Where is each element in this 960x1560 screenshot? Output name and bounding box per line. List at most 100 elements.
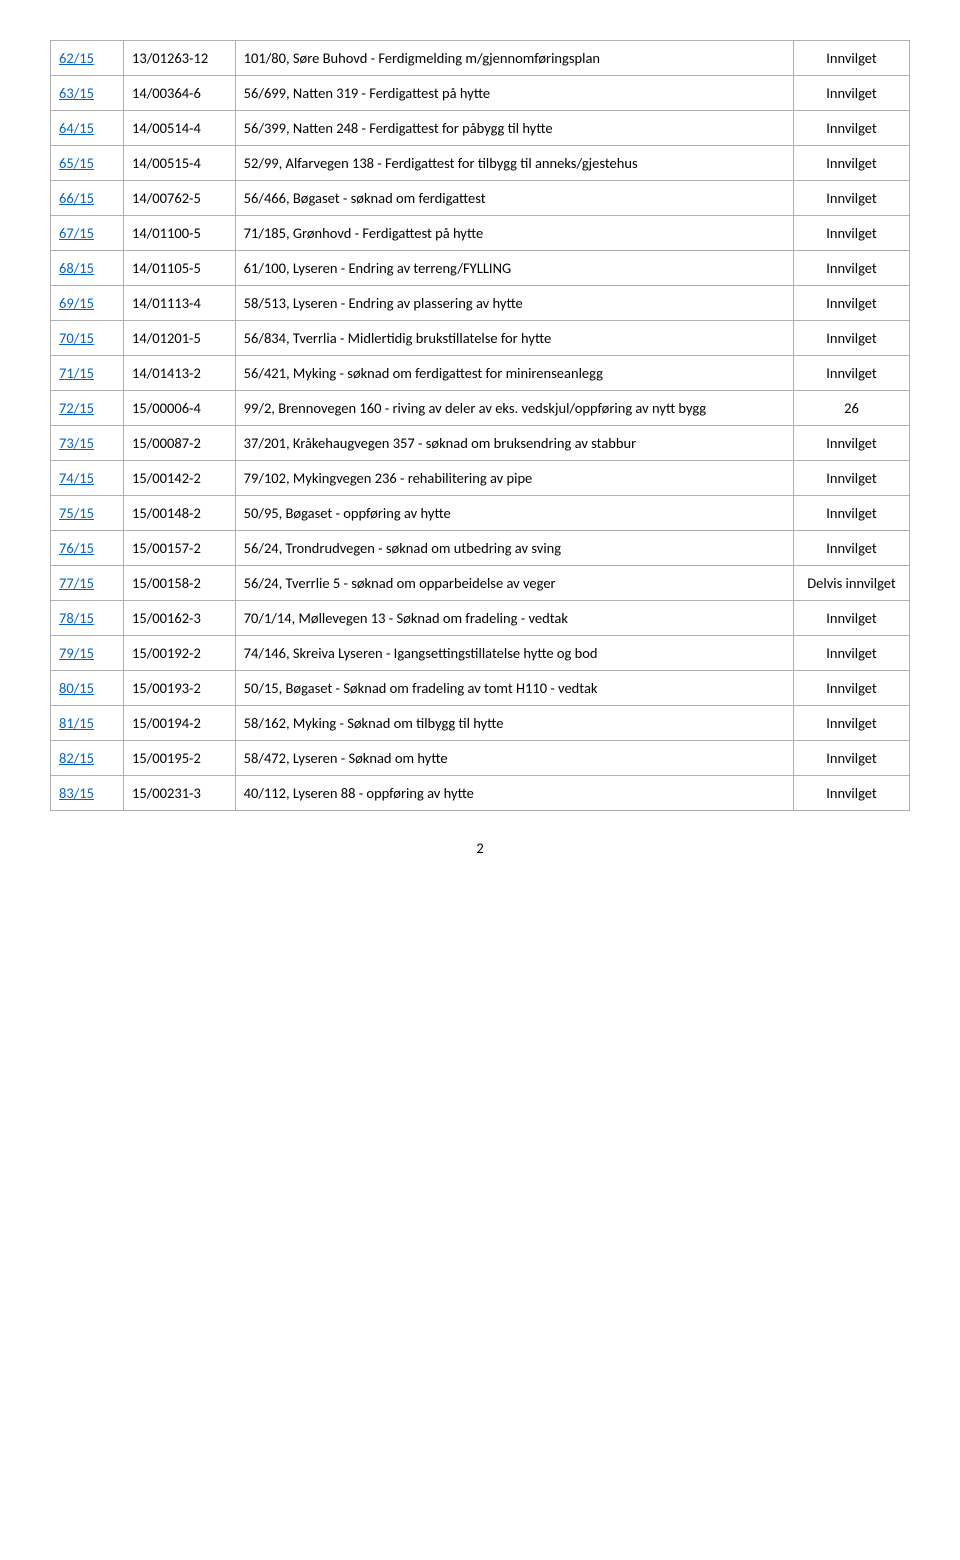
case-id-link[interactable]: 71/15	[59, 364, 94, 382]
case-id-link[interactable]: 62/15	[59, 49, 94, 67]
case-description: 56/834, Tverrlia - Midlertidig brukstill…	[235, 321, 793, 356]
case-id-link[interactable]: 77/15	[59, 574, 94, 592]
case-id-link[interactable]: 79/15	[59, 644, 94, 662]
table-row: 77/15 15/00158-256/24, Tverrlie 5 - søkna…	[51, 566, 910, 601]
table-row: 83/1515/00231-340/112, Lyseren 88 - oppf…	[51, 776, 910, 811]
case-description: 52/99, Alfarvegen 138 - Ferdigattest for…	[235, 146, 793, 181]
case-description: 70/1/14, Møllevegen 13 - Søknad om frade…	[235, 601, 793, 636]
table-row: 67/15 14/01100-571/185, Grønhovd - Ferdig…	[51, 216, 910, 251]
case-id-link[interactable]: 74/15	[59, 469, 94, 487]
case-outcome: Innvilget	[794, 671, 910, 706]
case-ref: 15/00158-2	[124, 566, 236, 601]
case-description: 56/699, Natten 319 - Ferdigattest på hyt…	[235, 76, 793, 111]
table-row: 82/1515/00195-258/472, Lyseren - Søknad …	[51, 741, 910, 776]
table-row: 63/1514/00364-656/699, Natten 319 - Ferd…	[51, 76, 910, 111]
case-id-link[interactable]: 67/15	[59, 224, 94, 242]
case-ref: 15/00193-2	[124, 671, 236, 706]
case-id-link[interactable]: 63/15	[59, 84, 94, 102]
table-row: 72/1515/00006-499/2, Brennovegen 160 - r…	[51, 391, 910, 426]
case-ref: 15/00148-2	[124, 496, 236, 531]
case-description: 71/185, Grønhovd - Ferdigattest på hytte	[235, 216, 793, 251]
case-outcome: Innvilget	[794, 776, 910, 811]
case-id-link[interactable]: 69/15	[59, 294, 94, 312]
case-outcome: Innvilget	[794, 286, 910, 321]
case-outcome: Innvilget	[794, 321, 910, 356]
case-description: 56/399, Natten 248 - Ferdigattest for på…	[235, 111, 793, 146]
table-row: 62/1513/01263-12101/80, Søre Buhovd - Fe…	[51, 41, 910, 76]
case-outcome: Innvilget	[794, 76, 910, 111]
case-outcome: Innvilget	[794, 111, 910, 146]
case-ref: 15/00157-2	[124, 531, 236, 566]
case-ref: 14/01100-5	[124, 216, 236, 251]
case-description: 58/513, Lyseren - Endring av plassering …	[235, 286, 793, 321]
case-description: 50/15, Bøgaset - Søknad om fradeling av …	[235, 671, 793, 706]
case-outcome: Innvilget	[794, 146, 910, 181]
case-id-link[interactable]: 70/15	[59, 329, 94, 347]
table-row: 73/15 15/00087-237/201, Kråkehaugvegen 35…	[51, 426, 910, 461]
table-row: 71/15 14/01413-256/421, Myking - søknad o…	[51, 356, 910, 391]
table-row: 80/15 15/00193-250/15, Bøgaset - Søknad o…	[51, 671, 910, 706]
case-outcome: Innvilget	[794, 216, 910, 251]
case-outcome: Innvilget	[794, 496, 910, 531]
case-description: 56/466, Bøgaset - søknad om ferdigattest	[235, 181, 793, 216]
table-row: 70/15 14/01201-556/834, Tverrlia - Midler…	[51, 321, 910, 356]
case-ref: 14/01105-5	[124, 251, 236, 286]
case-description: 58/472, Lyseren - Søknad om hytte	[235, 741, 793, 776]
case-ref: 15/00142-2	[124, 461, 236, 496]
case-id-link[interactable]: 66/15	[59, 189, 94, 207]
case-id-link[interactable]: 76/15	[59, 539, 94, 557]
case-id-link[interactable]: 68/15	[59, 259, 94, 277]
case-outcome: Delvis innvilget	[794, 566, 910, 601]
case-description: 37/201, Kråkehaugvegen 357 - søknad om b…	[235, 426, 793, 461]
case-ref: 14/01413-2	[124, 356, 236, 391]
case-outcome: Innvilget	[794, 356, 910, 391]
case-outcome: Innvilget	[794, 741, 910, 776]
case-id-link[interactable]: 72/15	[59, 399, 94, 417]
table-row: 64/15 14/00514-456/399, Natten 248 - Ferd…	[51, 111, 910, 146]
table-row: 81/15 15/00194-258/162, Myking - Søknad o…	[51, 706, 910, 741]
case-description: 101/80, Søre Buhovd - Ferdigmelding m/gj…	[235, 41, 793, 76]
case-ref: 14/01113-4	[124, 286, 236, 321]
case-ref: 15/00162-3	[124, 601, 236, 636]
table-row: 65/1514/00515-452/99, Alfarvegen 138 - F…	[51, 146, 910, 181]
case-description: 79/102, Mykingvegen 236 - rehabilitering…	[235, 461, 793, 496]
case-outcome: Innvilget	[794, 531, 910, 566]
case-outcome: 26	[794, 391, 910, 426]
case-description: 56/421, Myking - søknad om ferdigattest …	[235, 356, 793, 391]
case-description: 50/95, Bøgaset - oppføring av hytte	[235, 496, 793, 531]
case-ref: 15/00194-2	[124, 706, 236, 741]
case-id-link[interactable]: 78/15	[59, 609, 94, 627]
table-row: 79/1515/00192-274/146, Skreiva Lyseren -…	[51, 636, 910, 671]
case-outcome: Innvilget	[794, 181, 910, 216]
table-row: 76/15 15/00157-256/24, Trondrudvegen - sø…	[51, 531, 910, 566]
case-id-link[interactable]: 81/15	[59, 714, 94, 732]
case-description: 74/146, Skreiva Lyseren - Igangsettingst…	[235, 636, 793, 671]
case-id-link[interactable]: 80/15	[59, 679, 94, 697]
case-table: 62/1513/01263-12101/80, Søre Buhovd - Fe…	[50, 40, 910, 811]
case-description: 56/24, Trondrudvegen - søknad om utbedri…	[235, 531, 793, 566]
case-outcome: Innvilget	[794, 601, 910, 636]
case-description: 58/162, Myking - Søknad om tilbygg til h…	[235, 706, 793, 741]
table-row: 78/15 15/00162-370/1/14, Møllevegen 13 - …	[51, 601, 910, 636]
case-id-link[interactable]: 65/15	[59, 154, 94, 172]
case-outcome: Innvilget	[794, 251, 910, 286]
page-number: 2	[50, 839, 910, 857]
case-outcome: Innvilget	[794, 461, 910, 496]
case-outcome: Innvilget	[794, 636, 910, 671]
case-id-link[interactable]: 75/15	[59, 504, 94, 522]
case-outcome: Innvilget	[794, 41, 910, 76]
case-id-link[interactable]: 83/15	[59, 784, 94, 802]
case-ref: 14/01201-5	[124, 321, 236, 356]
case-outcome: Innvilget	[794, 706, 910, 741]
case-id-link[interactable]: 73/15	[59, 434, 94, 452]
case-ref: 14/00514-4	[124, 111, 236, 146]
case-id-link[interactable]: 64/15	[59, 119, 94, 137]
case-ref: 15/00231-3	[124, 776, 236, 811]
case-ref: 14/00762-5	[124, 181, 236, 216]
case-id-link[interactable]: 82/15	[59, 749, 94, 767]
case-description: 56/24, Tverrlie 5 - søknad om opparbeide…	[235, 566, 793, 601]
case-ref: 15/00087-2	[124, 426, 236, 461]
table-row: 69/15 14/01113-458/513, Lyseren - Endring…	[51, 286, 910, 321]
table-row: 75/15 15/00148-250/95, Bøgaset - oppførin…	[51, 496, 910, 531]
case-description: 61/100, Lyseren - Endring av terreng/FYL…	[235, 251, 793, 286]
